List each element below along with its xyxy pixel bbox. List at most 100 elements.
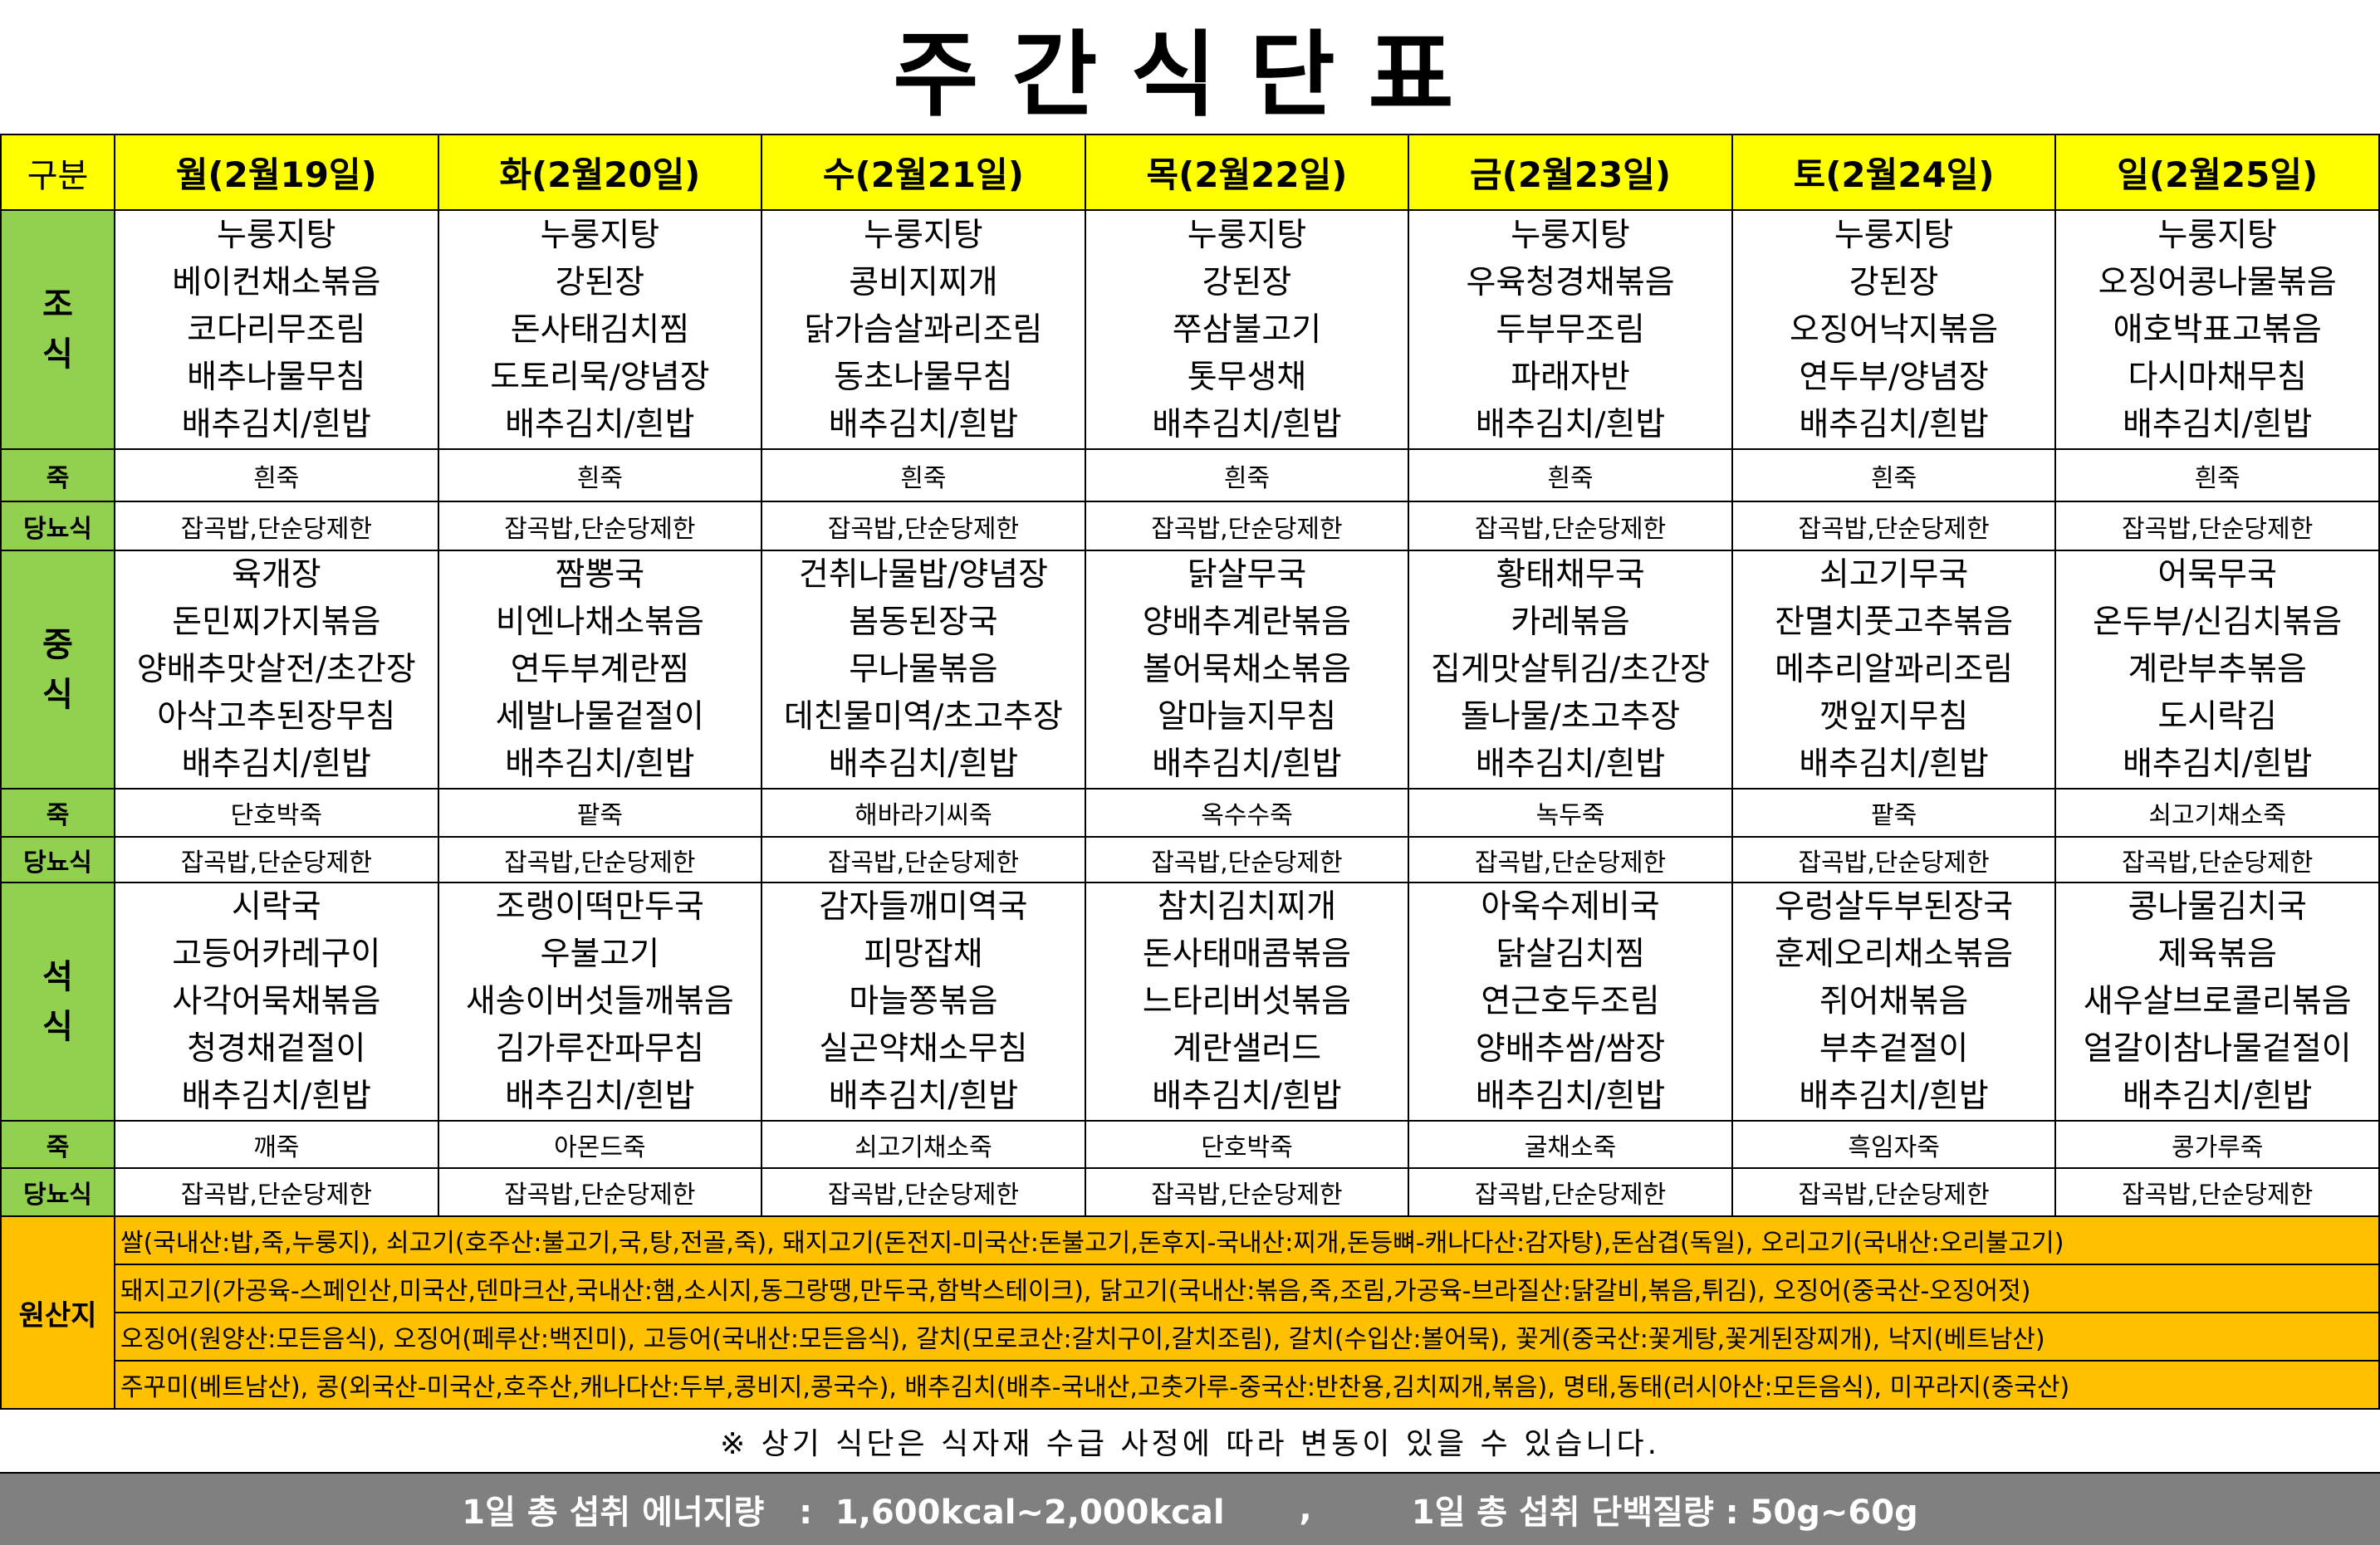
meal-label-char: 조 — [42, 286, 73, 324]
diabetic-item: 잡곡밥,단순당제한 — [1408, 836, 1733, 883]
menu-item: 훈제오리채소볶음 — [1775, 936, 2014, 973]
menu-item: 배추김치/흰밥 — [2122, 1078, 2313, 1115]
diabetic-item: 잡곡밥,단순당제한 — [114, 501, 439, 551]
day-menu: 건취나물밥/양념장 봄동된장국 무나물볶음 데친물미역/초고추장 배추김치/흰밥 — [761, 550, 1086, 790]
nutrition-footer: 1일 총 섭취 에너지량 : 1,600kcal~2,000kcal, 1일 총 … — [0, 1474, 2380, 1545]
menu-item: 아삭고추된장무침 — [157, 698, 396, 736]
menu-item: 누룽지탕 — [540, 216, 660, 254]
menu-item: 청경채겉절이 — [187, 1030, 366, 1068]
meal-label-char: 식 — [42, 1007, 73, 1046]
day-menu: 우렁살두부된장국 훈제오리채소볶음 쥐어채볶음 부추겉절이 배추김치/흰밥 — [1731, 882, 2057, 1122]
menu-item: 배추김치/흰밥 — [1152, 405, 1342, 443]
menu-item: 배추김치/흰밥 — [1799, 746, 1989, 783]
menu-item: 부추겉절이 — [1819, 1030, 1969, 1068]
day-header: 토(2월24일) — [1731, 134, 2057, 211]
menu-item: 데친물미역/초고추장 — [783, 698, 1063, 736]
porridge-item: 쇠고기채소죽 — [761, 1120, 1086, 1169]
origin-line: 오징어(원양산:모든음식), 오징어(페루산:백진미), 고등어(국내산:모든음… — [114, 1312, 2380, 1362]
diabetic-item: 잡곡밥,단순당제한 — [761, 501, 1086, 551]
menu-item: 우렁살두부된장국 — [1775, 888, 2014, 926]
menu-item: 누룽지탕 — [2157, 216, 2277, 254]
porridge-item: 쇠고기채소죽 — [2054, 788, 2380, 838]
day-menu: 감자들깨미역국 피망잡채 마늘쫑볶음 실곤약채소무침 배추김치/흰밥 — [761, 882, 1086, 1122]
menu-item: 누룽지탕 — [1511, 216, 1630, 254]
menu-item: 배추김치/흰밥 — [2122, 746, 2313, 783]
diabetic-item: 잡곡밥,단순당제한 — [437, 1167, 763, 1217]
diabetic-item: 잡곡밥,단순당제한 — [1731, 836, 2057, 883]
menu-item: 베이컨채소볶음 — [172, 263, 381, 301]
diabetic-row: 당뇨식 잡곡밥,단순당제한 잡곡밥,단순당제한 잡곡밥,단순당제한 잡곡밥,단순당제한 잡… — [0, 501, 2380, 551]
menu-item: 사각어묵채볶음 — [172, 983, 381, 1020]
porridge-item: 흰죽 — [1408, 448, 1733, 502]
menu-item: 누룽지탕 — [1187, 216, 1307, 254]
menu-item: 김가루잔파무침 — [495, 1030, 704, 1068]
energy-intake: 1일 총 섭취 에너지량 : 1,600kcal~2,000kcal — [462, 1494, 1225, 1532]
menu-item: 누룽지탕 — [217, 216, 336, 254]
menu-item: 배추김치/흰밥 — [1475, 746, 1666, 783]
meal-label-char: 식 — [42, 335, 73, 374]
meal-label-char: 석 — [42, 957, 73, 996]
origin-row: 원산지 쌀(국내산:밥,죽,누룽지), 쇠고기(호주산:불고기,국,탕,전골,죽)… — [0, 1215, 2380, 1410]
diabetic-item: 잡곡밥,단순당제한 — [1084, 1167, 1410, 1217]
porridge-item: 아몬드죽 — [437, 1120, 763, 1169]
menu-item: 마늘쫑볶음 — [849, 983, 998, 1020]
day-header: 금(2월23일) — [1408, 134, 1733, 211]
menu-item: 짬뽕국 — [555, 556, 645, 594]
menu-item: 배추김치/흰밥 — [828, 746, 1019, 783]
menu-item: 강된장 — [555, 263, 645, 301]
diabetic-item: 잡곡밥,단순당제한 — [1084, 501, 1410, 551]
category-header: 구분 — [0, 134, 115, 211]
porridge-item: 흑임자죽 — [1731, 1120, 2057, 1169]
menu-item: 피망잡채 — [864, 936, 983, 973]
menu-item: 세발나물겉절이 — [495, 698, 704, 736]
menu-item: 돈사태김치찜 — [510, 310, 689, 349]
porridge-label: 죽 — [0, 788, 115, 838]
origin-line: 주꾸미(베트남산), 콩(외국산-미국산,호주산,캐나다산:두부,콩비지,콩국수… — [114, 1360, 2380, 1410]
porridge-row: 죽 깨죽 아몬드죽 쇠고기채소죽 단호박죽 굴채소죽 흑임자죽 콩가루죽 — [0, 1120, 2380, 1169]
menu-item: 알마늘지무침 — [1157, 698, 1337, 736]
porridge-item: 흰죽 — [1084, 448, 1410, 502]
menu-item: 배추나물무침 — [187, 358, 366, 396]
menu-item: 쇠고기무국 — [1819, 556, 1969, 594]
day-menu: 짬뽕국 비엔나채소볶음 연두부계란찜 세발나물겉절이 배추김치/흰밥 — [437, 550, 763, 790]
header-row: 구분 월(2월19일) 화(2월20일) 수(2월21일) 목(2월22일) 금(2월2… — [0, 134, 2380, 211]
menu-item: 애호박표고볶음 — [2113, 310, 2322, 349]
porridge-row: 죽 흰죽 흰죽 흰죽 흰죽 흰죽 흰죽 흰죽 — [0, 448, 2380, 502]
menu-item: 배추김치/흰밥 — [1475, 1078, 1666, 1115]
day-header: 월(2월19일) — [114, 134, 439, 211]
menu-item: 양배추계란볶음 — [1142, 604, 1352, 641]
menu-item: 닭살무국 — [1187, 556, 1307, 594]
menu-item: 콩비지찌개 — [849, 263, 998, 301]
diabetic-item: 잡곡밥,단순당제한 — [114, 836, 439, 883]
menu-item: 배추김치/흰밥 — [505, 405, 695, 443]
menu-table: 구분 월(2월19일) 화(2월20일) 수(2월21일) 목(2월22일) 금(2월2… — [0, 134, 2380, 1410]
day-menu: 누룽지탕 베이컨채소볶음 코다리무조림 배추나물무침 배추김치/흰밥 — [114, 209, 439, 450]
meal-row: 중 식 육개장 돈민찌가지볶음 양배추맛살전/초간장 아삭고추된장무침 배추김치/흰밥 짬뽕국… — [0, 550, 2380, 790]
porridge-item: 콩가루죽 — [2054, 1120, 2380, 1169]
menu-item: 계란샐러드 — [1172, 1030, 1322, 1068]
menu-item: 도토리묵/양념장 — [490, 358, 710, 396]
day-menu: 누룽지탕 콩비지찌개 닭가슴살꽈리조림 동초나물무침 배추김치/흰밥 — [761, 209, 1086, 450]
menu-item: 배추김치/흰밥 — [1152, 746, 1342, 783]
day-header: 수(2월21일) — [761, 134, 1086, 211]
menu-item: 쭈삼불고기 — [1172, 310, 1322, 349]
menu-item: 연두부/양념장 — [1799, 358, 1989, 396]
day-menu: 누룽지탕 강된장 오징어낙지볶음 연두부/양념장 배추김치/흰밥 — [1731, 209, 2057, 450]
menu-item: 계란부추볶음 — [2128, 651, 2307, 688]
diabetic-label: 당뇨식 — [0, 501, 115, 551]
page-title: 주간식단표 — [893, 21, 1487, 130]
menu-item: 돈사태매콤볶음 — [1142, 936, 1352, 973]
day-menu: 쇠고기무국 잔멸치풋고추볶음 메추리알꽈리조림 깻잎지무침 배추김치/흰밥 — [1731, 550, 2057, 790]
menu-item: 배추김치/흰밥 — [828, 405, 1019, 443]
porridge-item: 흰죽 — [761, 448, 1086, 502]
menu-item: 배추김치/흰밥 — [505, 1078, 695, 1115]
menu-item: 배추김치/흰밥 — [1475, 405, 1666, 443]
menu-item: 배추김치/흰밥 — [181, 746, 371, 783]
day-menu: 닭살무국 양배추계란볶음 볼어묵채소볶음 알마늘지무침 배추김치/흰밥 — [1084, 550, 1410, 790]
menu-item: 강된장 — [1202, 263, 1292, 301]
menu-item: 고등어카레구이 — [172, 936, 381, 973]
menu-item: 봄동된장국 — [849, 604, 998, 641]
porridge-row: 죽 단호박죽 팥죽 해바라기씨죽 옥수수죽 녹두죽 팥죽 쇠고기채소죽 — [0, 788, 2380, 838]
